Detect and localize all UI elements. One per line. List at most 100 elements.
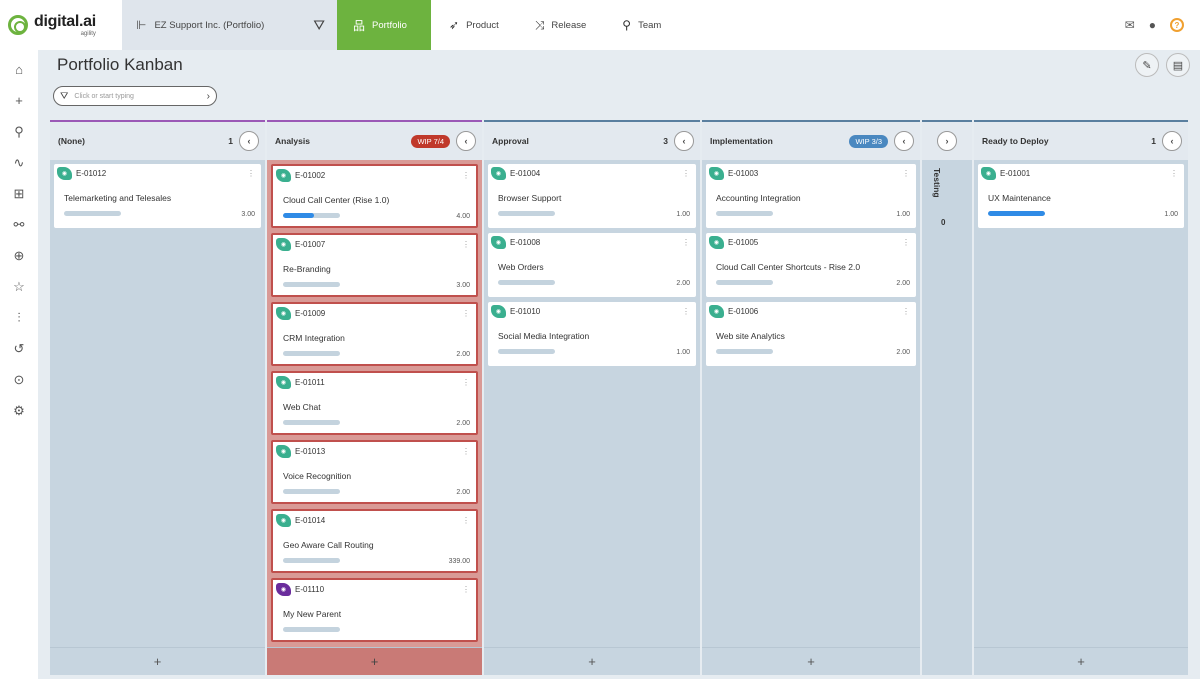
card-id[interactable]: E-01010 — [510, 307, 541, 316]
epic-card[interactable]: ◉ E-01012 ⋮ Telemarketing and Telesales 3.00 — [54, 164, 261, 228]
card-menu-icon[interactable]: ⋮ — [682, 307, 690, 316]
settings-icon[interactable]: ⚙ — [13, 403, 25, 418]
add-card-button[interactable]: + — [702, 647, 920, 675]
card-menu-icon[interactable]: ⋮ — [462, 378, 470, 387]
card-id[interactable]: E-01005 — [728, 238, 759, 247]
card-menu-icon[interactable]: ⋮ — [1170, 169, 1178, 178]
card-title[interactable]: Social Media Integration — [498, 331, 590, 341]
card-menu-icon[interactable]: ⋮ — [902, 169, 910, 178]
grid-icon[interactable]: ⊞ — [13, 186, 25, 201]
card-menu-icon[interactable]: ⋮ — [462, 516, 470, 525]
epic-card[interactable]: ◉ E-01002 ⋮ Cloud Call Center (Rise 1.0) 4.0… — [271, 164, 478, 228]
epic-card[interactable]: ◉ E-01008 ⋮ Web Orders 2.00 — [488, 233, 696, 297]
card-title[interactable]: Telemarketing and Telesales — [64, 193, 172, 203]
card-title[interactable]: My New Parent — [283, 609, 342, 619]
epic-card[interactable]: ◉ E-01003 ⋮ Accounting Integration 1.00 — [706, 164, 916, 228]
chart-icon[interactable]: ⫶ — [17, 310, 21, 325]
card-title[interactable]: Accounting Integration — [716, 193, 801, 203]
location-icon[interactable]: ⊙ — [13, 372, 25, 387]
card-id[interactable]: E-01003 — [728, 169, 759, 178]
card-menu-icon[interactable]: ⋮ — [462, 585, 470, 594]
search-filter[interactable]: ⛛ Click or start typing › — [53, 86, 217, 106]
card-title[interactable]: Web Chat — [283, 402, 321, 412]
home-icon[interactable]: ⌂ — [15, 62, 23, 77]
help-icon[interactable]: ? — [1170, 18, 1184, 32]
epic-card[interactable]: ◉ E-01004 ⋮ Browser Support 1.00 — [488, 164, 696, 228]
add-card-button[interactable]: + — [50, 647, 265, 675]
card-id[interactable]: E-01012 — [76, 169, 107, 178]
card-title[interactable]: Web Orders — [498, 262, 544, 272]
card-id[interactable]: E-01011 — [295, 378, 325, 387]
card-id[interactable]: E-01014 — [295, 516, 326, 525]
activity-icon[interactable]: ∿ — [13, 155, 25, 170]
filter-icon[interactable]: ⛛ — [313, 16, 325, 33]
collapse-button[interactable]: ‹ — [894, 131, 914, 151]
avatar[interactable]: ● — [1148, 18, 1156, 32]
card-title[interactable]: CRM Integration — [283, 333, 345, 343]
epic-card[interactable]: ◉ E-01006 ⋮ Web site Analytics 2.00 — [706, 302, 916, 366]
epic-card[interactable]: ◉ E-01007 ⋮ Re-Branding 3.00 — [271, 233, 478, 297]
card-id[interactable]: E-01006 — [728, 307, 759, 316]
collapse-button[interactable]: ‹ — [239, 131, 259, 151]
expand-button[interactable]: › — [937, 131, 957, 151]
add-card-button[interactable]: + — [267, 647, 482, 675]
epic-card[interactable]: ◉ E-01009 ⋮ CRM Integration 2.00 — [271, 302, 478, 366]
card-id[interactable]: E-01001 — [1000, 169, 1031, 178]
card-title[interactable]: Voice Recognition — [283, 471, 352, 481]
search-icon[interactable]: ⚲ — [14, 124, 24, 139]
epic-card[interactable]: ◉ E-01001 ⋮ UX Maintenance 1.00 — [978, 164, 1184, 228]
card-id[interactable]: E-01013 — [295, 447, 326, 456]
card-id[interactable]: E-01004 — [510, 169, 541, 178]
collapse-button[interactable]: ‹ — [456, 131, 476, 151]
card-menu-icon[interactable]: ⋮ — [462, 240, 470, 249]
add-card-button[interactable]: + — [484, 647, 700, 675]
card-title[interactable]: Re-Branding — [283, 264, 331, 274]
card-menu-icon[interactable]: ⋮ — [682, 169, 690, 178]
add-card-button[interactable]: + — [974, 647, 1188, 675]
tab-product[interactable]: ➶ Product — [431, 0, 517, 50]
epic-card[interactable]: ◉ E-01010 ⋮ Social Media Integration 1.00 — [488, 302, 696, 366]
card-menu-icon[interactable]: ⋮ — [902, 238, 910, 247]
mail-icon[interactable]: ✉ — [1124, 18, 1135, 32]
card-id[interactable]: E-01009 — [295, 309, 326, 318]
card-title[interactable]: Browser Support — [498, 193, 562, 203]
card-menu-icon[interactable]: ⋮ — [902, 307, 910, 316]
card-id[interactable]: E-01110 — [295, 585, 325, 594]
notes-button[interactable]: ▤ — [1166, 53, 1190, 77]
card-title[interactable]: Cloud Call Center Shortcuts - Rise 2.0 — [716, 262, 861, 272]
tab-portfolio[interactable]: 品 Portfolio — [337, 0, 431, 50]
epic-card[interactable]: ◉ E-01011 ⋮ Web Chat 2.00 — [271, 371, 478, 435]
card-id[interactable]: E-01008 — [510, 238, 541, 247]
chevron-right-icon[interactable]: › — [206, 90, 210, 102]
collapse-button[interactable]: ‹ — [1162, 131, 1182, 151]
add-icon[interactable]: + — [15, 93, 23, 108]
link-icon[interactable]: ⚯ — [13, 217, 25, 232]
tab-release[interactable]: ⤨ Release — [517, 0, 604, 50]
epic-card[interactable]: ◉ E-01014 ⋮ Geo Aware Call Routing 339.00 — [271, 509, 478, 573]
card-menu-icon[interactable]: ⋮ — [462, 171, 470, 180]
context-selector[interactable]: ⊩ EZ Support Inc. (Portfolio) ⛛ — [122, 0, 337, 50]
card-menu-icon[interactable]: ⋮ — [682, 238, 690, 247]
star-icon[interactable]: ☆ — [13, 279, 25, 294]
collapse-button[interactable]: ‹ — [674, 131, 694, 151]
search-placeholder[interactable]: Click or start typing — [74, 92, 134, 100]
card-id[interactable]: E-01002 — [295, 171, 326, 180]
wrench-button[interactable]: ✎ — [1135, 53, 1159, 77]
card-estimate: 3.00 — [241, 211, 255, 218]
card-title[interactable]: UX Maintenance — [988, 193, 1051, 203]
epic-card[interactable]: ◉ E-01005 ⋮ Cloud Call Center Shortcuts - R… — [706, 233, 916, 297]
card-estimate: 2.00 — [456, 420, 470, 427]
card-menu-icon[interactable]: ⋮ — [247, 169, 255, 178]
card-title[interactable]: Web site Analytics — [716, 331, 785, 341]
card-menu-icon[interactable]: ⋮ — [462, 309, 470, 318]
card-id[interactable]: E-01007 — [295, 240, 326, 249]
card-title[interactable]: Geo Aware Call Routing — [283, 540, 374, 550]
globe-icon[interactable]: ⊕ — [13, 248, 25, 263]
logo[interactable]: digital.ai agility — [0, 0, 122, 50]
tab-team[interactable]: ⚲ Team — [604, 0, 679, 50]
card-menu-icon[interactable]: ⋮ — [462, 447, 470, 456]
history-icon[interactable]: ↺ — [13, 341, 25, 356]
epic-card[interactable]: ◉ E-01110 ⋮ My New Parent — [271, 578, 478, 642]
epic-card[interactable]: ◉ E-01013 ⋮ Voice Recognition 2.00 — [271, 440, 478, 504]
card-title[interactable]: Cloud Call Center (Rise 1.0) — [283, 195, 390, 205]
